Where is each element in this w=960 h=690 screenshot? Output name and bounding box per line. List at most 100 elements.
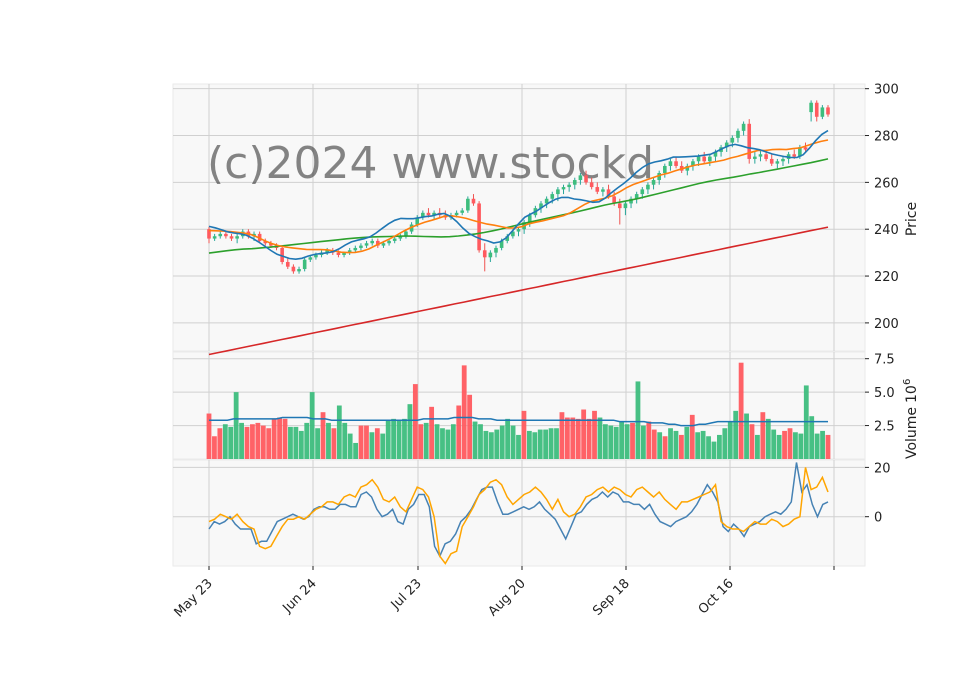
candle-body [387,240,391,244]
candle-body [747,123,752,159]
candle-body [781,158,785,162]
candle-body [218,233,223,237]
watermark: (c)2024 www.stockd [207,138,654,189]
volume-bar [494,429,500,459]
price-tick-label: 260 [874,176,899,191]
volume-bar [809,416,815,459]
volume-bar [825,434,831,459]
candle-body [640,189,645,195]
volume-bars [206,362,831,459]
volume-tick-label: 7.5 [874,353,895,368]
volume-bar [706,436,711,459]
candle-body [606,189,611,197]
volume-bar [537,429,543,459]
volume-bar [391,418,397,459]
volume-bar [798,433,804,459]
volume-bar [646,421,652,459]
candle-body [651,180,656,185]
candle-body [516,229,521,232]
volume-bar [516,434,521,459]
candle-body [302,259,307,270]
volume-bar [532,432,538,459]
volume-bar [608,425,614,459]
volume-bar [266,428,272,459]
candle-body [325,250,329,253]
price-axis-label: Price [904,202,920,236]
candle-body [285,262,290,267]
volume-bar [467,394,473,459]
volume-bar [793,432,798,459]
volume-bar [331,428,337,459]
moving-average-lines [208,129,829,261]
volume-bar [717,434,722,459]
candle-body [308,257,313,260]
price-tick-label: 280 [874,130,899,145]
price-tick-label: 300 [874,83,899,98]
volume-tick-label: 2.5 [874,420,895,435]
candle-body [758,154,763,157]
volume-axis-label-exponent: 6 [902,379,913,385]
candle-body [556,189,560,195]
candle-body [280,247,284,262]
volume-bar [543,429,549,459]
candle-body [336,252,341,255]
volume-bar [619,421,625,459]
candle-body [634,194,639,199]
volume-bar [499,425,505,459]
candle-body [646,184,650,190]
volume-bar [369,432,375,459]
volume-bar [635,381,641,459]
candle-body [724,142,729,148]
volume-bar [700,430,706,459]
candle-body [595,187,600,192]
volume-bar [505,418,511,459]
candle-body [432,212,436,216]
volume-bar [385,420,391,459]
volume-bar [228,426,234,459]
candle-body [820,107,825,117]
volume-bar [733,410,739,459]
oscillator-lines [208,462,829,565]
candle-body [494,247,498,253]
volume-bar [602,424,608,459]
candle-body [657,173,661,181]
volume-bar [782,430,787,459]
volume-bar [478,424,483,459]
volume-bar [358,425,364,459]
candle-body [314,254,318,258]
price-tick-label: 240 [874,223,899,238]
candle-body [505,236,510,241]
candle-body [347,250,352,253]
volume-bar [244,426,250,459]
volume-bar [309,392,315,459]
volume-bar [673,430,679,459]
candlesticks [207,100,830,274]
candle-body [471,198,476,204]
candle-body [263,240,268,244]
volume-bar [613,426,619,459]
ma-fast-line-path [208,129,829,261]
candle-body [426,212,431,216]
candle-body [708,156,712,162]
volume-bar [776,434,782,459]
volume-bar [450,424,456,459]
volume-bar [315,428,320,459]
volume-bar [472,421,478,459]
volume-bar [630,422,635,459]
candle-body [617,203,622,209]
volume-bar [689,414,695,459]
volume-bar [217,428,223,459]
candle-body [291,266,296,272]
volume-bar [222,424,228,459]
volume-bar [288,426,293,459]
volume-bar [402,418,407,459]
volume-bar [347,433,353,459]
volume-bar [548,428,554,459]
volume-bar [271,418,277,459]
candle-body [421,212,425,218]
candle-body [691,161,695,166]
volume-bar [396,420,402,459]
date-tick-label: Sep 18 [590,576,633,619]
candle-body [601,189,605,192]
